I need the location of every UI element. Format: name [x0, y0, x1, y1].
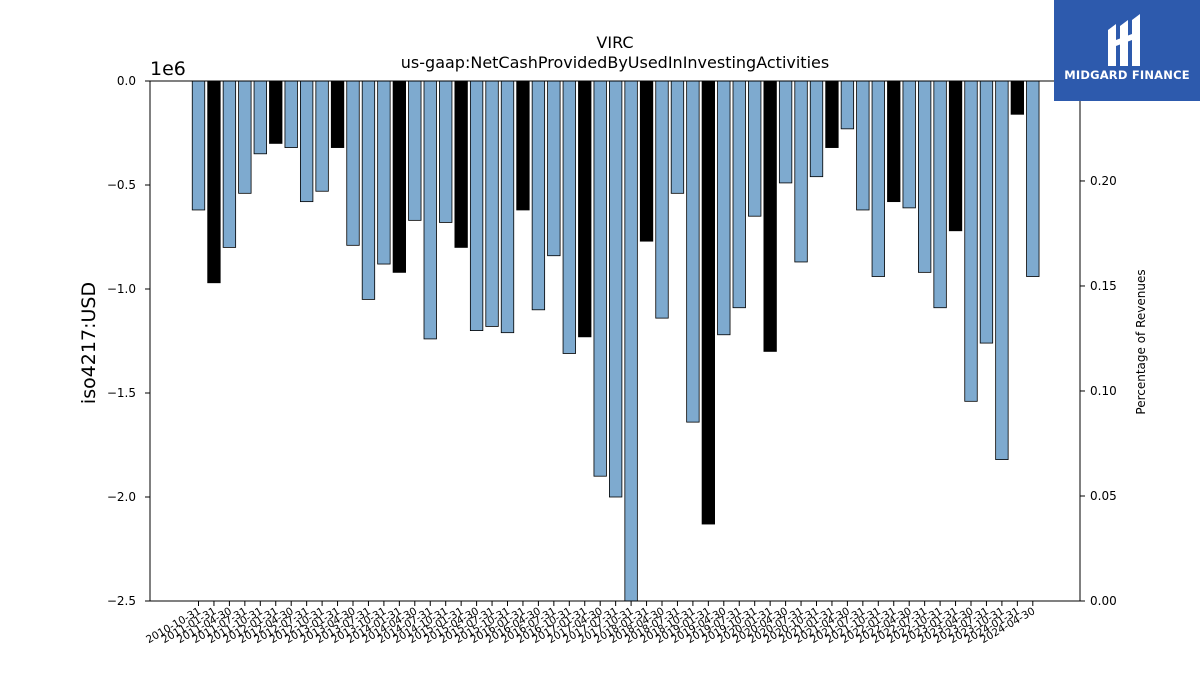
bar — [361, 80, 376, 300]
bar — [609, 80, 623, 498]
y-tick-label: −1.0 — [107, 282, 136, 296]
y-ticks-group: 0.0 −0.5 −1.0 −1.5 −2.0 −2.5 — [107, 74, 150, 608]
bar — [315, 80, 329, 192]
bar — [253, 80, 267, 155]
y2-tick-label: 0.15 — [1090, 279, 1117, 293]
y2-tick-label: 0.10 — [1090, 384, 1117, 398]
bar — [191, 80, 206, 211]
y2-tick-label: 0.05 — [1090, 489, 1117, 503]
bar — [516, 80, 530, 211]
bar — [454, 80, 468, 248]
y-offset-label: 1e6 — [150, 58, 186, 80]
bar — [639, 80, 654, 242]
bar — [593, 80, 607, 477]
bar — [995, 80, 1009, 460]
bar — [624, 80, 638, 602]
bar — [717, 80, 731, 336]
bar — [269, 80, 283, 144]
bar — [748, 80, 762, 217]
bar — [686, 80, 700, 423]
y-tick-label: −2.0 — [107, 490, 136, 504]
bar — [377, 80, 391, 265]
bar — [809, 80, 824, 178]
bar — [887, 80, 901, 203]
chart-title: VIRC — [596, 33, 633, 52]
bar — [964, 80, 978, 402]
bar — [918, 80, 932, 273]
y2-ticks-group: 0.00 0.05 0.10 0.15 0.20 — [1080, 174, 1117, 608]
bar — [948, 80, 963, 232]
bar — [670, 80, 685, 194]
bar — [299, 80, 314, 203]
bar — [330, 80, 345, 148]
bar — [469, 80, 484, 332]
bar — [763, 80, 777, 352]
bar — [655, 80, 669, 319]
bar — [732, 80, 746, 309]
y2-tick-label: 0.20 — [1090, 174, 1117, 188]
bar — [794, 80, 808, 263]
bar — [933, 80, 947, 309]
brand-logo: MIDGARD FINANCE — [1054, 0, 1200, 101]
bar — [500, 80, 515, 334]
bar — [531, 80, 546, 311]
midgard-logo-icon — [1108, 14, 1140, 66]
y-tick-label: −0.5 — [107, 178, 136, 192]
bar — [284, 80, 298, 148]
y-tick-label: −1.5 — [107, 386, 136, 400]
y-axis-label: iso4217:USD — [78, 282, 100, 404]
bar — [392, 80, 407, 273]
y2-tick-label: 0.00 — [1090, 594, 1117, 608]
bar — [346, 80, 360, 246]
bar — [238, 80, 252, 194]
bar — [856, 80, 870, 211]
bar — [1010, 80, 1024, 115]
bar — [902, 80, 916, 209]
bar — [979, 80, 994, 344]
y2-axis-label: Percentage of Revenues — [1134, 269, 1148, 414]
bar — [562, 80, 576, 354]
bar — [408, 80, 422, 221]
bar — [840, 80, 855, 130]
bar — [1026, 80, 1040, 277]
bar — [485, 80, 499, 327]
y-tick-label: −2.5 — [107, 594, 136, 608]
bar — [439, 80, 453, 223]
bar — [871, 80, 885, 277]
bar — [701, 80, 715, 525]
bar — [825, 80, 839, 148]
bar — [222, 80, 237, 248]
bar — [207, 80, 221, 284]
x-ticks-group: 2010-10-312011-01-312011-04-302011-07-31… — [144, 601, 1037, 646]
bar — [578, 80, 592, 338]
chart-subtitle: us-gaap:NetCashProvidedByUsedInInvesting… — [401, 53, 829, 72]
bars-group — [191, 80, 1040, 602]
bar — [423, 80, 437, 340]
y-tick-label: 0.0 — [117, 74, 136, 88]
bar — [547, 80, 561, 257]
bar — [778, 80, 793, 184]
logo-text: MIDGARD FINANCE — [1064, 68, 1190, 82]
